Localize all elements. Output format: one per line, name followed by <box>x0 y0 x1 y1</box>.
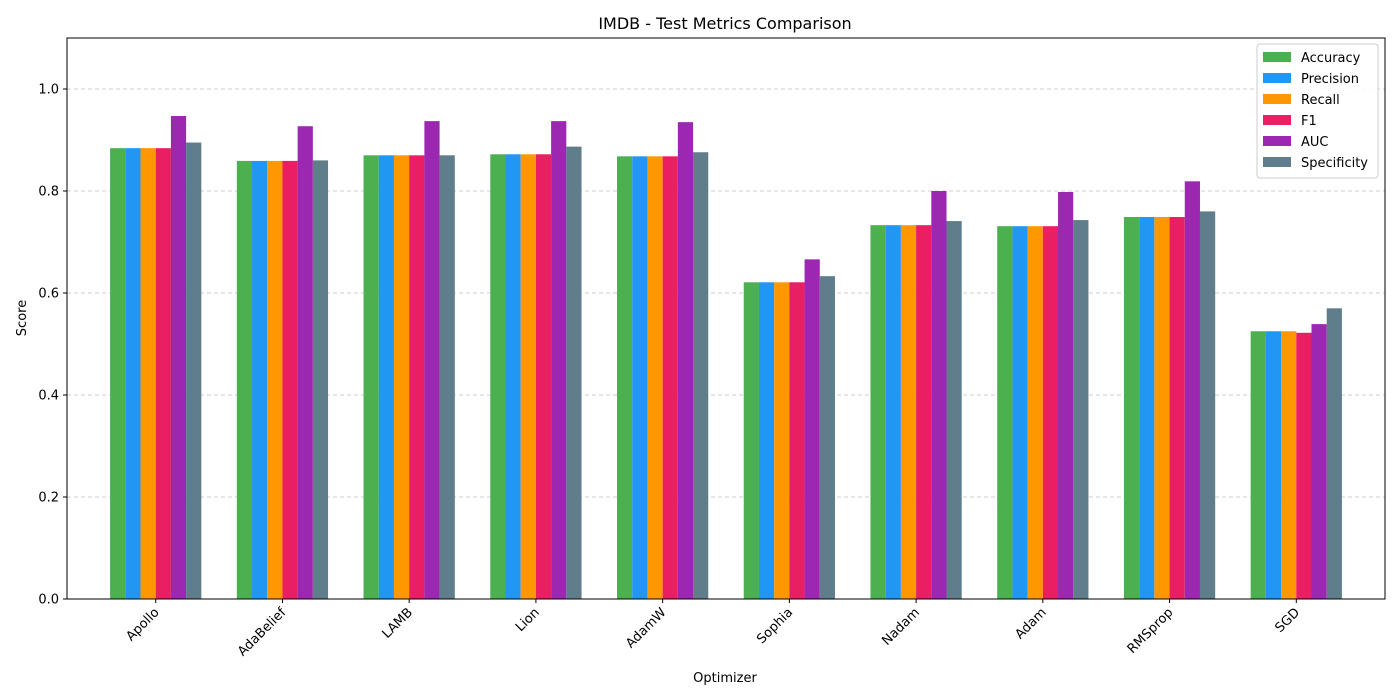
bar-recall-sophia <box>774 282 790 599</box>
legend-swatch-f1 <box>1263 115 1291 125</box>
bar-precision-lion <box>505 154 521 599</box>
legend: Accuracy Precision Recall F1 AUC Specificity <box>1256 43 1379 179</box>
bar-auc-adamw <box>677 122 694 600</box>
bar-precision-sgd <box>1265 331 1282 599</box>
bar-f1-rmsprop <box>1169 217 1185 599</box>
y-tick-label: 0.6 <box>38 287 59 302</box>
y-axis-label: Score <box>15 300 30 336</box>
bar-accuracy-sophia <box>743 282 759 599</box>
bar-specificity-nadam <box>946 221 962 599</box>
bar-specificity-apollo <box>186 142 202 600</box>
legend-swatch-accuracy <box>1263 52 1291 62</box>
bar-accuracy-lamb <box>363 155 379 600</box>
bar-f1-sophia <box>789 282 805 599</box>
bar-specificity-sophia <box>819 276 835 599</box>
bar-accuracy-lion <box>490 154 506 599</box>
bar-accuracy-adamw <box>617 156 633 599</box>
legend-label-recall: Recall <box>1301 93 1340 108</box>
bar-precision-sophia <box>758 282 775 599</box>
bar-accuracy-sgd <box>1250 331 1266 599</box>
y-tick-label: 0.8 <box>38 185 59 200</box>
legend-label-specificity: Specificity <box>1301 156 1368 171</box>
legend-swatch-specificity <box>1263 157 1291 167</box>
bar-accuracy-apollo <box>110 148 126 599</box>
bar-f1-adam <box>1042 226 1059 599</box>
bar-f1-apollo <box>155 148 171 599</box>
bar-accuracy-rmsprop <box>1123 217 1140 599</box>
bar-precision-adam <box>1012 226 1028 599</box>
bar-f1-adabelief <box>282 160 298 599</box>
bar-auc-sgd <box>1311 324 1327 599</box>
bar-auc-apollo <box>170 116 187 599</box>
bar-accuracy-adam <box>997 226 1013 599</box>
bar-precision-adamw <box>632 156 648 599</box>
bar-recall-rmsprop <box>1154 217 1170 599</box>
bar-f1-lamb <box>409 155 425 600</box>
y-tick-label: 0.2 <box>38 491 59 506</box>
y-tick-label: 0.4 <box>38 389 59 404</box>
bar-auc-lamb <box>424 121 440 599</box>
legend-swatch-precision <box>1263 73 1291 83</box>
plot-frame <box>66 37 1386 600</box>
bars <box>110 116 1342 600</box>
chart-title: IMDB - Test Metrics Comparison <box>598 14 851 33</box>
y-tick-label: 1.0 <box>38 83 59 98</box>
bar-specificity-adamw <box>693 152 709 600</box>
bar-auc-lion <box>551 121 567 599</box>
legend-swatch-recall <box>1263 94 1291 104</box>
legend-label-auc: AUC <box>1301 135 1329 150</box>
bar-auc-adabelief <box>297 126 313 599</box>
bar-specificity-sgd <box>1326 308 1342 599</box>
bar-precision-adabelief <box>252 160 268 599</box>
bar-specificity-lamb <box>439 155 455 600</box>
bar-recall-adam <box>1027 226 1043 599</box>
bar-precision-lamb <box>378 155 394 600</box>
bar-recall-nadam <box>900 225 917 600</box>
bar-precision-nadam <box>885 225 901 600</box>
bar-f1-sgd <box>1296 332 1312 599</box>
bar-auc-nadam <box>931 191 947 599</box>
y-tick-label: 0.0 <box>38 593 59 608</box>
legend-label-precision: Precision <box>1301 72 1359 87</box>
bar-accuracy-adabelief <box>236 160 253 599</box>
bar-recall-apollo <box>140 148 156 599</box>
bar-auc-rmsprop <box>1184 181 1200 599</box>
bar-f1-nadam <box>916 225 932 600</box>
bar-f1-lion <box>535 154 552 599</box>
bar-f1-adamw <box>662 156 678 599</box>
legend-swatch-auc <box>1263 136 1291 146</box>
bar-recall-lion <box>520 154 536 599</box>
bar-recall-adamw <box>647 156 663 599</box>
legend-label-accuracy: Accuracy <box>1301 51 1361 66</box>
bar-precision-apollo <box>125 148 141 599</box>
bar-accuracy-nadam <box>870 225 886 600</box>
bar-recall-lamb <box>393 155 410 600</box>
bar-recall-adabelief <box>267 160 283 599</box>
x-axis-label: Optimizer <box>693 671 757 686</box>
legend-label-f1: F1 <box>1301 114 1317 129</box>
bar-specificity-adabelief <box>312 160 329 599</box>
bar-recall-sgd <box>1281 331 1297 599</box>
bar-precision-rmsprop <box>1139 217 1155 599</box>
bar-auc-sophia <box>804 259 820 599</box>
bar-specificity-adam <box>1073 220 1089 599</box>
bar-specificity-lion <box>566 146 582 599</box>
bar-specificity-rmsprop <box>1199 211 1216 599</box>
y-axis: 0.0 0.2 0.4 0.6 0.8 1.0 <box>38 83 67 608</box>
bar-auc-adam <box>1058 192 1074 599</box>
